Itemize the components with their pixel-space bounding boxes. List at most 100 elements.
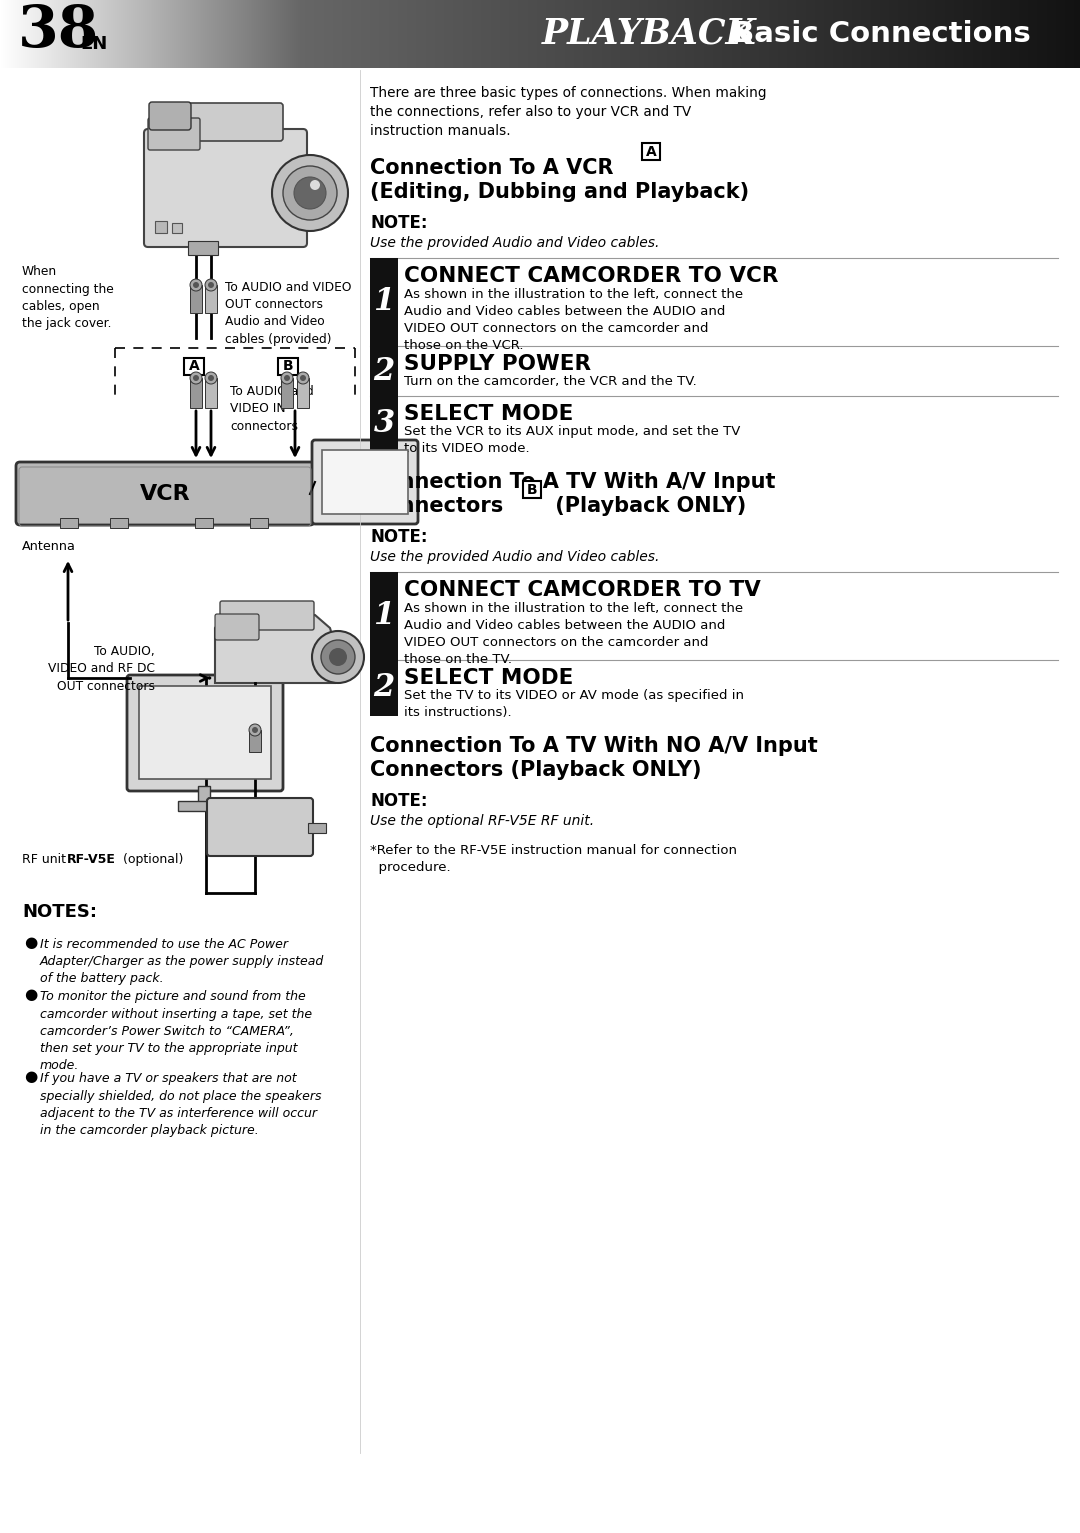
Text: RF unit: RF unit [22,852,70,866]
Text: B: B [527,483,538,497]
Text: ●: ● [24,987,37,1003]
Circle shape [208,282,214,288]
Text: A: A [189,360,200,374]
Text: 38: 38 [18,3,99,60]
Circle shape [252,727,258,733]
Circle shape [205,373,217,383]
Circle shape [193,376,199,382]
Bar [139,685,271,779]
Text: There are three basic types of connections. When making
the connections, refer a: There are three basic types of connectio… [370,86,767,138]
Circle shape [294,176,326,208]
Text: Basic Connections: Basic Connections [723,20,1030,48]
FancyBboxPatch shape [215,615,259,639]
Text: NOTE:: NOTE: [370,215,428,231]
Text: 2: 2 [374,673,394,704]
Text: As shown in the illustration to the left, connect the
Audio and Video cables bet: As shown in the illustration to the left… [404,602,743,665]
Text: 2: 2 [374,356,394,386]
Text: *Refer to the RF-V5E instruction manual for connection: *Refer to the RF-V5E instruction manual … [370,845,737,857]
Bar [110,518,129,527]
Bar [278,359,298,376]
Circle shape [205,279,217,291]
Circle shape [272,155,348,231]
Text: To AUDIO and
VIDEO IN
connectors: To AUDIO and VIDEO IN connectors [230,385,314,432]
Bar [370,346,399,396]
Text: SUPPLY POWER: SUPPLY POWER [404,354,591,374]
Text: Set the TV to its VIDEO or AV mode (as specified in
its instructions).: Set the TV to its VIDEO or AV mode (as s… [404,688,744,719]
Text: A: A [646,144,657,158]
Bar [190,379,202,408]
Text: To monitor the picture and sound from the
camcorder without inserting a tape, se: To monitor the picture and sound from th… [40,990,312,1072]
Text: To AUDIO,
VIDEO and RF DC
OUT connectors: To AUDIO, VIDEO and RF DC OUT connectors [48,645,156,693]
Text: Use the provided Audio and Video cables.: Use the provided Audio and Video cables. [370,236,660,250]
Circle shape [321,639,355,675]
Bar [642,143,660,159]
Text: NOTE:: NOTE: [370,793,428,809]
Circle shape [281,373,293,383]
Text: (optional): (optional) [119,852,184,866]
Text: Connectors (Playback ONLY): Connectors (Playback ONLY) [370,760,702,780]
Bar [249,730,261,753]
Text: It is recommended to use the AC Power
Adapter/Charger as the power supply instea: It is recommended to use the AC Power Ad… [40,938,324,986]
Text: (Editing, Dubbing and Playback): (Editing, Dubbing and Playback) [370,182,750,202]
Bar [190,285,202,313]
Bar [370,258,399,346]
Text: 1: 1 [374,287,394,317]
Text: B: B [283,360,294,374]
Text: VCR: VCR [139,484,190,504]
Text: Set the VCR to its AUX input mode, and set the TV
to its VIDEO mode.: Set the VCR to its AUX input mode, and s… [404,425,741,455]
Bar [195,518,213,527]
Bar [308,823,326,832]
Circle shape [193,282,199,288]
Text: ●: ● [24,1070,37,1084]
Bar [281,379,293,408]
FancyBboxPatch shape [157,103,283,141]
Text: Turn on the camcorder, the VCR and the TV.: Turn on the camcorder, the VCR and the T… [404,376,697,388]
Bar [205,379,217,408]
Circle shape [283,166,337,221]
Bar [370,396,399,452]
FancyBboxPatch shape [149,103,191,130]
Text: NOTE:: NOTE: [370,527,428,546]
FancyBboxPatch shape [144,129,307,247]
Bar [370,661,399,716]
Circle shape [249,724,261,736]
Text: procedure.: procedure. [370,862,450,874]
Text: CONNECT CAMCORDER TO VCR: CONNECT CAMCORDER TO VCR [404,267,779,287]
Circle shape [190,279,202,291]
FancyBboxPatch shape [312,440,418,524]
Text: (Playback ONLY): (Playback ONLY) [548,497,746,517]
Circle shape [300,376,306,382]
Bar [249,518,268,527]
Text: Connection To A TV With A/V Input: Connection To A TV With A/V Input [370,472,775,492]
Bar [370,572,399,661]
Bar [188,241,218,254]
Bar [178,802,230,811]
Text: Use the optional RF-V5E RF unit.: Use the optional RF-V5E RF unit. [370,814,594,828]
Bar [156,221,167,233]
Circle shape [297,373,309,383]
Text: Connection To A TV With NO A/V Input: Connection To A TV With NO A/V Input [370,736,818,756]
Text: 1: 1 [374,601,394,632]
Text: SELECT MODE: SELECT MODE [404,405,573,425]
Text: If you have a TV or speakers that are not
specially shielded, do not place the s: If you have a TV or speakers that are no… [40,1073,322,1137]
Circle shape [310,179,320,190]
Text: NOTES:: NOTES: [22,903,97,921]
Text: ●: ● [24,935,37,950]
Polygon shape [215,615,335,684]
Text: Antenna: Antenna [22,540,76,553]
Text: 3: 3 [374,408,394,440]
FancyBboxPatch shape [148,118,200,150]
Text: When
connecting the
cables, open
the jack cover.: When connecting the cables, open the jac… [22,265,113,331]
Bar [297,379,309,408]
Bar [184,359,204,376]
Circle shape [208,376,214,382]
Text: PLAYBACK: PLAYBACK [542,17,757,51]
Circle shape [312,632,364,684]
Text: To AUDIO and VIDEO
OUT connectors: To AUDIO and VIDEO OUT connectors [225,281,351,311]
Text: RF-V5E: RF-V5E [67,852,116,866]
Text: CONNECT CAMCORDER TO TV: CONNECT CAMCORDER TO TV [404,579,760,599]
Bar [523,481,541,498]
Text: SELECT MODE: SELECT MODE [404,668,573,688]
Bar [60,518,78,527]
FancyBboxPatch shape [220,601,314,630]
